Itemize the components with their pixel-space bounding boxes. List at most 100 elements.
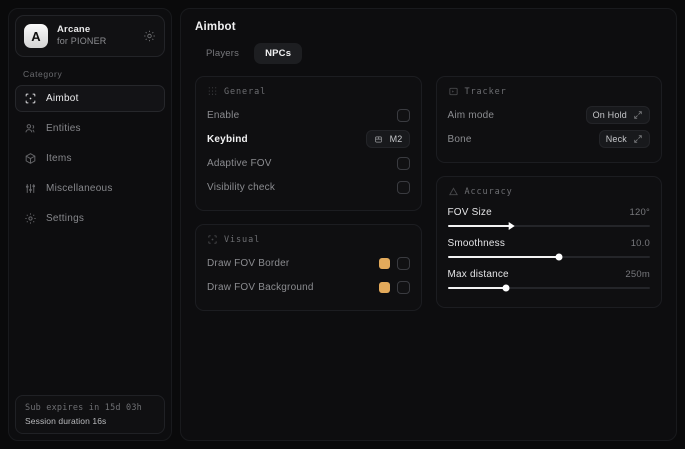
- slider-label: Smoothness: [447, 238, 506, 249]
- row-bone: Bone Neck: [448, 127, 650, 151]
- row-control: [396, 156, 410, 170]
- expand-icon: [634, 111, 642, 119]
- sidebar-item-aimbot[interactable]: Aimbot: [15, 85, 165, 112]
- frame-icon: [448, 87, 458, 96]
- brand-name: Arcane: [57, 24, 91, 36]
- slider-value: 250m: [625, 269, 650, 280]
- slider-thumb[interactable]: [502, 284, 510, 292]
- subscription-status: Sub expires in 15d 03h: [25, 403, 142, 413]
- slider-track[interactable]: [447, 253, 650, 261]
- tab-npcs[interactable]: NPCs: [254, 43, 303, 64]
- row-label: Enable: [207, 109, 240, 121]
- slider-label: FOV Size: [447, 207, 492, 218]
- bone-value: Neck: [605, 134, 627, 144]
- accuracy-card: Accuracy FOV Size 120°: [435, 176, 662, 308]
- draw-fov-background-checkbox[interactable]: [396, 280, 410, 294]
- sidebar-nav: Aimbot Entities Items: [15, 85, 165, 232]
- sidebar: A Arcane for PIONER Category Aimbot: [8, 8, 172, 441]
- slider-fill: [447, 256, 559, 258]
- sidebar-item-settings[interactable]: Settings: [15, 205, 165, 232]
- keybind-value: M2: [389, 134, 403, 144]
- slider-max-distance: Max distance 250m: [447, 265, 651, 296]
- row-draw-fov-background: Draw FOV Background: [207, 275, 410, 299]
- row-control: [378, 280, 410, 294]
- draw-fov-border-checkbox[interactable]: [396, 256, 410, 270]
- visual-card-header: Visual: [207, 234, 410, 245]
- left-column: General Enable Keybind: [195, 76, 422, 311]
- sidebar-item-label: Entities: [46, 123, 81, 134]
- row-label: Aim mode: [447, 109, 495, 121]
- general-card: General Enable Keybind: [195, 76, 422, 211]
- slider-value: 120°: [629, 207, 650, 218]
- fov-border-color-swatch[interactable]: [378, 257, 390, 269]
- slider-track[interactable]: [447, 222, 650, 230]
- entities-icon: [25, 124, 35, 133]
- slider-value: 10.0: [630, 238, 650, 249]
- bone-dropdown[interactable]: Neck: [598, 130, 650, 148]
- keybind-button[interactable]: M2: [365, 130, 410, 148]
- right-column: Tracker Aim mode On Hold Bone: [435, 76, 662, 308]
- tab-players[interactable]: Players: [206, 48, 240, 59]
- mouse-icon: [374, 136, 382, 142]
- crosshair-icon: [25, 93, 36, 104]
- sidebar-item-items[interactable]: Items: [15, 145, 165, 172]
- row-label: Adaptive FOV: [207, 157, 272, 169]
- row-label: Draw FOV Border: [207, 257, 290, 269]
- slider-thumb[interactable]: [555, 253, 563, 261]
- gear-icon: [25, 213, 36, 224]
- focus-icon: [208, 235, 217, 244]
- sidebar-item-entities[interactable]: Entities: [15, 115, 165, 142]
- slider-smoothness: Smoothness 10.0: [447, 234, 651, 265]
- row-control: [396, 180, 410, 194]
- visual-card: Visual Draw FOV Border Draw FOV Backgrou…: [195, 224, 422, 311]
- row-label: Keybind: [207, 133, 248, 145]
- brand-card[interactable]: A Arcane for PIONER: [15, 15, 165, 57]
- gear-icon[interactable]: [143, 30, 156, 43]
- visual-card-title: Visual: [224, 234, 261, 245]
- enable-checkbox[interactable]: [396, 108, 410, 122]
- grid-dots-icon: [208, 87, 217, 95]
- avatar: A: [24, 24, 48, 48]
- sliders-icon: [25, 184, 36, 193]
- slider-thumb[interactable]: [508, 222, 515, 230]
- settings-columns: General Enable Keybind: [195, 76, 662, 428]
- main-panel: Aimbot Players NPCs General Enable: [180, 8, 677, 441]
- slider-label: Max distance: [447, 269, 509, 280]
- slider-header: FOV Size 120°: [448, 207, 651, 218]
- row-draw-fov-border: Draw FOV Border: [207, 251, 410, 275]
- triangle-icon: [448, 187, 458, 196]
- sidebar-item-label: Settings: [46, 213, 85, 224]
- visibility-check-checkbox[interactable]: [396, 180, 410, 194]
- brand-subtitle: for PIONER: [57, 36, 107, 47]
- row-control: M2: [365, 130, 410, 148]
- sidebar-item-miscellaneous[interactable]: Miscellaneous: [15, 175, 165, 202]
- sidebar-footer: Sub expires in 15d 03h Session duration …: [15, 395, 165, 434]
- aim-mode-dropdown[interactable]: On Hold: [585, 106, 650, 124]
- slider-header: Smoothness 10.0: [448, 238, 651, 249]
- slider-header: Max distance 250m: [448, 269, 651, 280]
- row-adaptive-fov: Adaptive FOV: [207, 151, 410, 175]
- sidebar-item-label: Aimbot: [46, 93, 79, 104]
- session-duration: Session duration 16s: [25, 416, 107, 426]
- category-label: Category: [23, 69, 63, 79]
- aim-mode-value: On Hold: [592, 110, 627, 120]
- row-control: [396, 108, 410, 122]
- adaptive-fov-checkbox[interactable]: [396, 156, 410, 170]
- tracker-card: Tracker Aim mode On Hold Bone: [435, 76, 662, 163]
- tracker-card-header: Tracker: [448, 86, 651, 97]
- slider-fill: [447, 287, 507, 289]
- tab-bar: Players NPCs: [195, 43, 662, 64]
- row-visibility-check: Visibility check: [207, 175, 410, 199]
- expand-icon: [634, 135, 642, 143]
- page-title: Aimbot: [195, 21, 236, 33]
- slider-fov-size: FOV Size 120°: [447, 203, 651, 234]
- row-label: Visibility check: [207, 181, 276, 193]
- brand-text: Arcane for PIONER: [57, 24, 107, 47]
- slider-fill: [447, 225, 513, 227]
- fov-background-color-swatch[interactable]: [378, 281, 390, 293]
- row-control: [378, 256, 410, 270]
- slider-track[interactable]: [447, 284, 650, 292]
- row-keybind: Keybind M2: [207, 127, 410, 151]
- tracker-card-title: Tracker: [464, 86, 507, 97]
